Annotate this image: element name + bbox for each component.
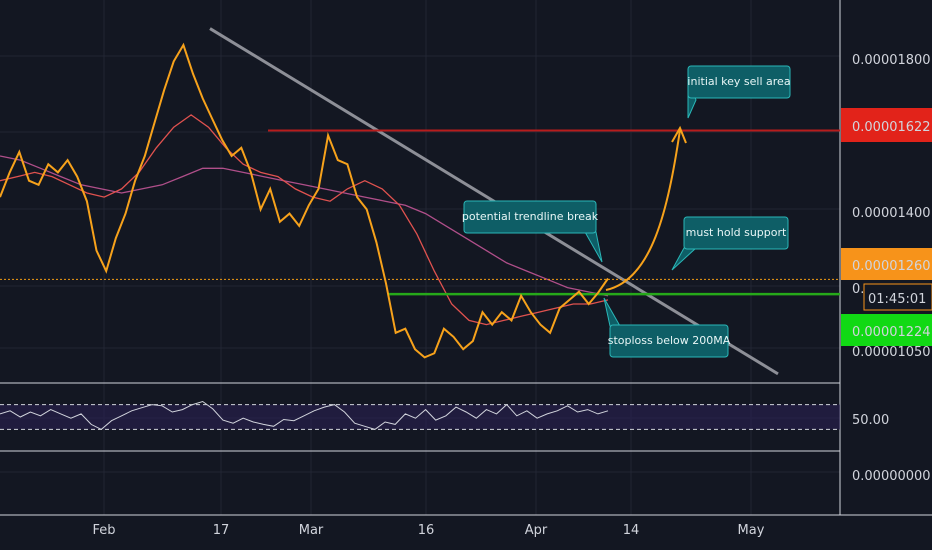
- support-level-badge-text: 0.00001224: [852, 325, 931, 340]
- projection-arrow: [605, 129, 681, 291]
- current-price-badge-text: 0.00001260: [852, 259, 931, 274]
- countdown-badge: 01:45:01: [863, 283, 932, 311]
- callout-trendline-break[interactable]: potential trendline break: [462, 200, 603, 263]
- x-tick-label: Apr: [525, 523, 548, 538]
- x-tick-label: 14: [623, 523, 640, 538]
- callout-must-hold-text: must hold support: [686, 226, 787, 239]
- rsi-line: [0, 400, 609, 430]
- callout-sell-area-text: initial key sell area: [687, 75, 790, 88]
- sell-level-badge: 0.00001622: [841, 108, 932, 142]
- price-line: [0, 42, 609, 359]
- x-tick-label: May: [738, 523, 765, 538]
- sell-level-badge-bg: [841, 108, 932, 142]
- rsi-tick-label: 50.00: [852, 413, 889, 428]
- projection-arrow-head: [671, 125, 687, 144]
- x-tick-label: 16: [418, 523, 435, 538]
- current-price-badge-bg: [841, 248, 932, 280]
- ma-long-line: [0, 155, 609, 297]
- callout-stoploss[interactable]: stoploss below 200MA: [603, 297, 731, 358]
- callout-trendline-break-text: potential trendline break: [462, 210, 599, 223]
- bottom-pane-tick-label: 0.00000000: [852, 469, 931, 484]
- y-tick-label-truncated: 0.: [852, 282, 864, 297]
- support-level-badge-bg: [841, 314, 932, 346]
- countdown-badge-bg: [863, 283, 932, 311]
- current-price-badge: 0.00001260: [841, 248, 932, 280]
- y-tick-label: 0.00001050: [852, 345, 931, 360]
- sell-level-badge-text: 0.00001622: [852, 120, 931, 135]
- x-tick-label: Mar: [299, 523, 324, 538]
- support-level-badge: 0.00001224: [841, 314, 932, 346]
- countdown-text: 01:45:01: [868, 292, 926, 307]
- time-axis: Feb 17 Mar 16 Apr 14 May: [92, 523, 764, 538]
- callout-must-hold[interactable]: must hold support: [671, 216, 789, 271]
- x-tick-label: 17: [213, 523, 230, 538]
- x-tick-label: Feb: [92, 523, 115, 538]
- callout-sell-area[interactable]: initial key sell area: [687, 65, 791, 119]
- callout-stoploss-text: stoploss below 200MA: [608, 334, 731, 347]
- ma-short-line: [0, 114, 609, 326]
- rsi-band: [0, 404, 840, 430]
- y-tick-label: 0.00001400: [852, 206, 931, 221]
- y-tick-label: 0.00001800: [852, 53, 931, 68]
- price-axis: 0.00001800 0.00001400 0. 0.00001050 50.0…: [852, 53, 931, 484]
